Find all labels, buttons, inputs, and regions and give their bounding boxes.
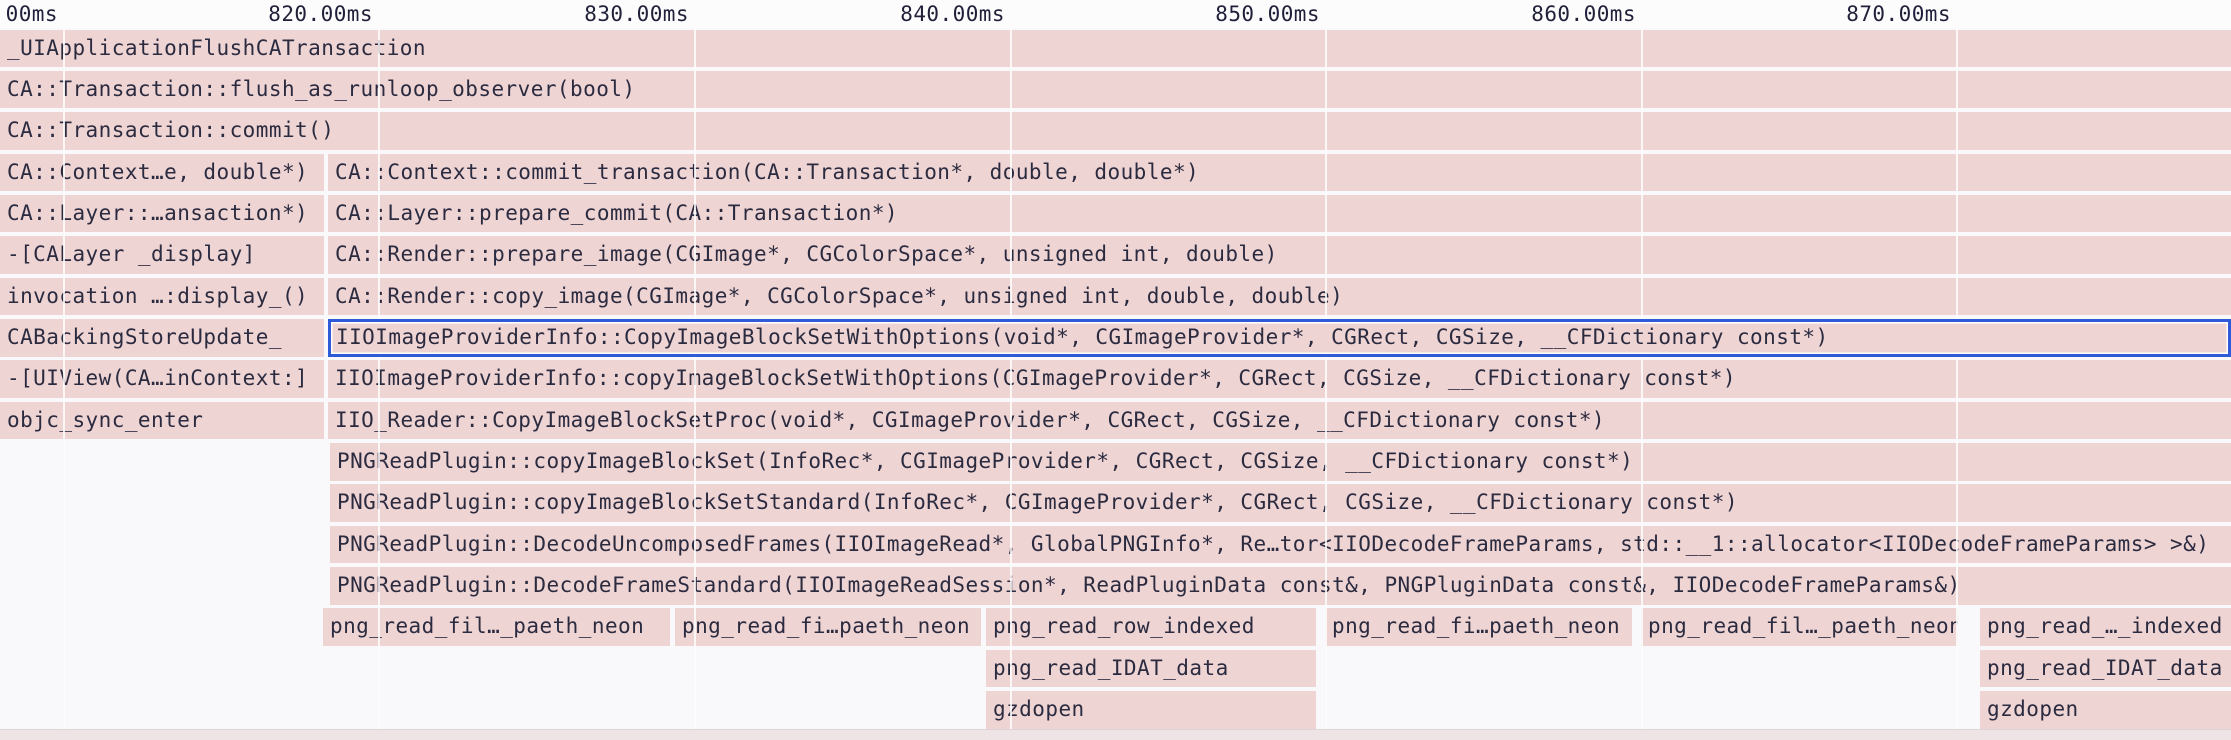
call-frame[interactable]: PNGReadPlugin::copyImageBlockSetStandard… (330, 484, 2231, 522)
ruler-tick-label: 830.00ms (584, 2, 689, 26)
ruler-tick-label: 850.00ms (1215, 2, 1320, 26)
gridline (62, 28, 65, 740)
call-frame[interactable]: png_read_row_indexed (986, 608, 1316, 646)
gridline (1009, 28, 1012, 740)
call-frame[interactable]: CA::Transaction::flush_as_runloop_observ… (0, 70, 2231, 109)
call-frame[interactable]: objc_sync_enter (0, 401, 324, 440)
call-frame[interactable]: CA::Layer::…ansaction*) (0, 194, 324, 233)
next-row-partial-strip (0, 729, 2231, 740)
call-frame[interactable]: PNGReadPlugin::DecodeFrameStandard(IIOIm… (330, 567, 2231, 605)
gridline (1640, 28, 1643, 740)
call-frame[interactable]: IIOImageProviderInfo::copyImageBlockSetW… (328, 360, 2231, 398)
ruler-tick-label: 00ms (5, 2, 58, 26)
gridline (693, 28, 696, 740)
call-frame[interactable]: CA::Layer::prepare_commit(CA::Transactio… (328, 194, 2231, 233)
call-frame[interactable]: png_read_…_indexed (1980, 608, 2231, 646)
call-frame[interactable]: -[CALayer _display] (0, 236, 324, 274)
call-frame[interactable]: gzdopen (986, 691, 1316, 729)
call-frame[interactable]: CA::Context::commit_transaction(CA::Tran… (328, 153, 2231, 192)
call-frame[interactable]: CA::Context…e, double*) (0, 153, 324, 192)
call-frame[interactable]: png_read_fil…_paeth_neon (1641, 608, 1958, 646)
call-frame[interactable]: _UIApplicationFlushCATransaction (0, 29, 2231, 68)
call-frame[interactable]: invocation …:display_() (0, 277, 324, 316)
gridline (377, 28, 380, 740)
ruler-tick-label: 820.00ms (268, 2, 373, 26)
call-frame[interactable]: -[UIView(CA…inContext:] (0, 360, 324, 398)
call-frame[interactable]: CA::Transaction::commit() (0, 112, 2231, 150)
gridline (1955, 28, 1958, 740)
call-frame[interactable]: PNGReadPlugin::DecodeUncomposedFrames(II… (330, 525, 2231, 564)
call-frame[interactable]: gzdopen (1980, 691, 2231, 729)
call-frame[interactable]: CABackingStoreUpdate_ (0, 318, 324, 357)
call-frame[interactable]: png_read_IDAT_data (1980, 649, 2231, 688)
ruler-tick-label: 840.00ms (900, 2, 1005, 26)
call-frame[interactable]: png_read_fi…paeth_neon (1325, 608, 1632, 646)
call-frame[interactable]: PNGReadPlugin::copyImageBlockSet(InfoRec… (330, 443, 2231, 481)
call-frame[interactable]: CA::Render::copy_image(CGImage*, CGColor… (328, 277, 2231, 316)
call-frame-selected[interactable]: IIOImageProviderInfo::CopyImageBlockSetW… (328, 318, 2231, 357)
gridline (1324, 28, 1327, 740)
ruler-tick-label: 860.00ms (1531, 2, 1636, 26)
call-frame[interactable]: IIO_Reader::CopyImageBlockSetProc(void*,… (328, 401, 2231, 440)
call-frame[interactable]: CA::Render::prepare_image(CGImage*, CGCo… (328, 236, 2231, 274)
ruler-tick-label: 870.00ms (1846, 2, 1951, 26)
call-frame[interactable]: png_read_fil…_paeth_neon (323, 608, 670, 646)
call-frame[interactable]: png_read_fi…paeth_neon (675, 608, 981, 646)
call-frame[interactable]: png_read_IDAT_data (986, 649, 1316, 688)
timeline-ruler[interactable]: 00ms 820.00ms 830.00ms 840.00ms 850.00ms 860.… (0, 0, 2231, 28)
